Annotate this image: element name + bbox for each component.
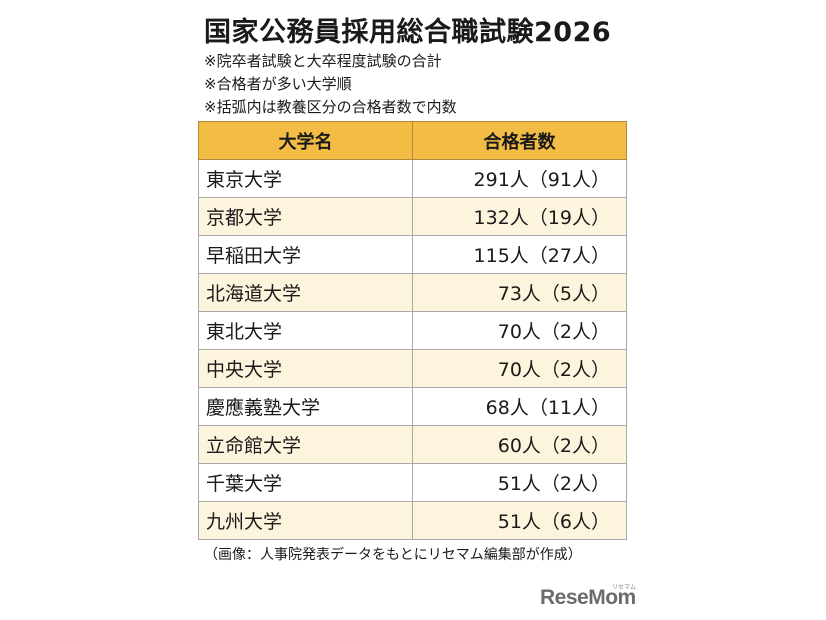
table-row: 京都大学 132人（19人） bbox=[198, 197, 627, 236]
page-title: 国家公務員採用総合職試験2026 bbox=[204, 17, 612, 48]
university-name: 東北大学 bbox=[198, 311, 413, 350]
note-combined: ※院卒者試験と大卒程度試験の合計 bbox=[204, 52, 442, 70]
pass-count: 70人（2人） bbox=[412, 311, 627, 350]
table-row: 東北大学 70人（2人） bbox=[198, 311, 627, 350]
table-row: 千葉大学 51人（2人） bbox=[198, 463, 627, 502]
source-caption: （画像：人事院発表データをもとにリセマム編集部が作成） bbox=[204, 547, 582, 563]
university-name: 慶應義塾大学 bbox=[198, 387, 413, 426]
pass-count: 73人（5人） bbox=[412, 273, 627, 312]
table-row: 慶應義塾大学 68人（11人） bbox=[198, 387, 627, 426]
table-row: 早稲田大学 115人（27人） bbox=[198, 235, 627, 274]
resemom-logo: ReseMom bbox=[540, 586, 636, 609]
results-table: 大学名 合格者数 東京大学 291人（91人） 京都大学 132人（19人） 早… bbox=[198, 121, 627, 540]
university-name: 千葉大学 bbox=[198, 463, 413, 502]
table-row: 北海道大学 73人（5人） bbox=[198, 273, 627, 312]
table-row: 立命館大学 60人（2人） bbox=[198, 425, 627, 464]
pass-count: 60人（2人） bbox=[412, 425, 627, 464]
table-row: 中央大学 70人（2人） bbox=[198, 349, 627, 388]
notes: ※院卒者試験と大卒程度試験の合計 ※合格者が多い大学順 ※括弧内は教養区分の合格… bbox=[204, 50, 457, 119]
pass-count: 291人（91人） bbox=[412, 159, 627, 198]
pass-count: 70人（2人） bbox=[412, 349, 627, 388]
university-name: 九州大学 bbox=[198, 501, 413, 540]
university-name: 立命館大学 bbox=[198, 425, 413, 464]
table-header-row: 大学名 合格者数 bbox=[198, 121, 627, 160]
university-name: 北海道大学 bbox=[198, 273, 413, 312]
table-row: 東京大学 291人（91人） bbox=[198, 159, 627, 198]
header-university: 大学名 bbox=[198, 121, 413, 160]
header-count: 合格者数 bbox=[412, 121, 627, 160]
pass-count: 68人（11人） bbox=[412, 387, 627, 426]
university-name: 東京大学 bbox=[198, 159, 413, 198]
note-parentheses: ※括弧内は教養区分の合格者数で内数 bbox=[204, 98, 457, 116]
university-name: 京都大学 bbox=[198, 197, 413, 236]
pass-count: 115人（27人） bbox=[412, 235, 627, 274]
university-name: 中央大学 bbox=[198, 349, 413, 388]
pass-count: 51人（6人） bbox=[412, 501, 627, 540]
pass-count: 132人（19人） bbox=[412, 197, 627, 236]
university-name: 早稲田大学 bbox=[198, 235, 413, 274]
note-order: ※合格者が多い大学順 bbox=[204, 75, 352, 93]
logo-kana: リセマム bbox=[612, 584, 637, 591]
table-row: 九州大学 51人（6人） bbox=[198, 501, 627, 540]
pass-count: 51人（2人） bbox=[412, 463, 627, 502]
